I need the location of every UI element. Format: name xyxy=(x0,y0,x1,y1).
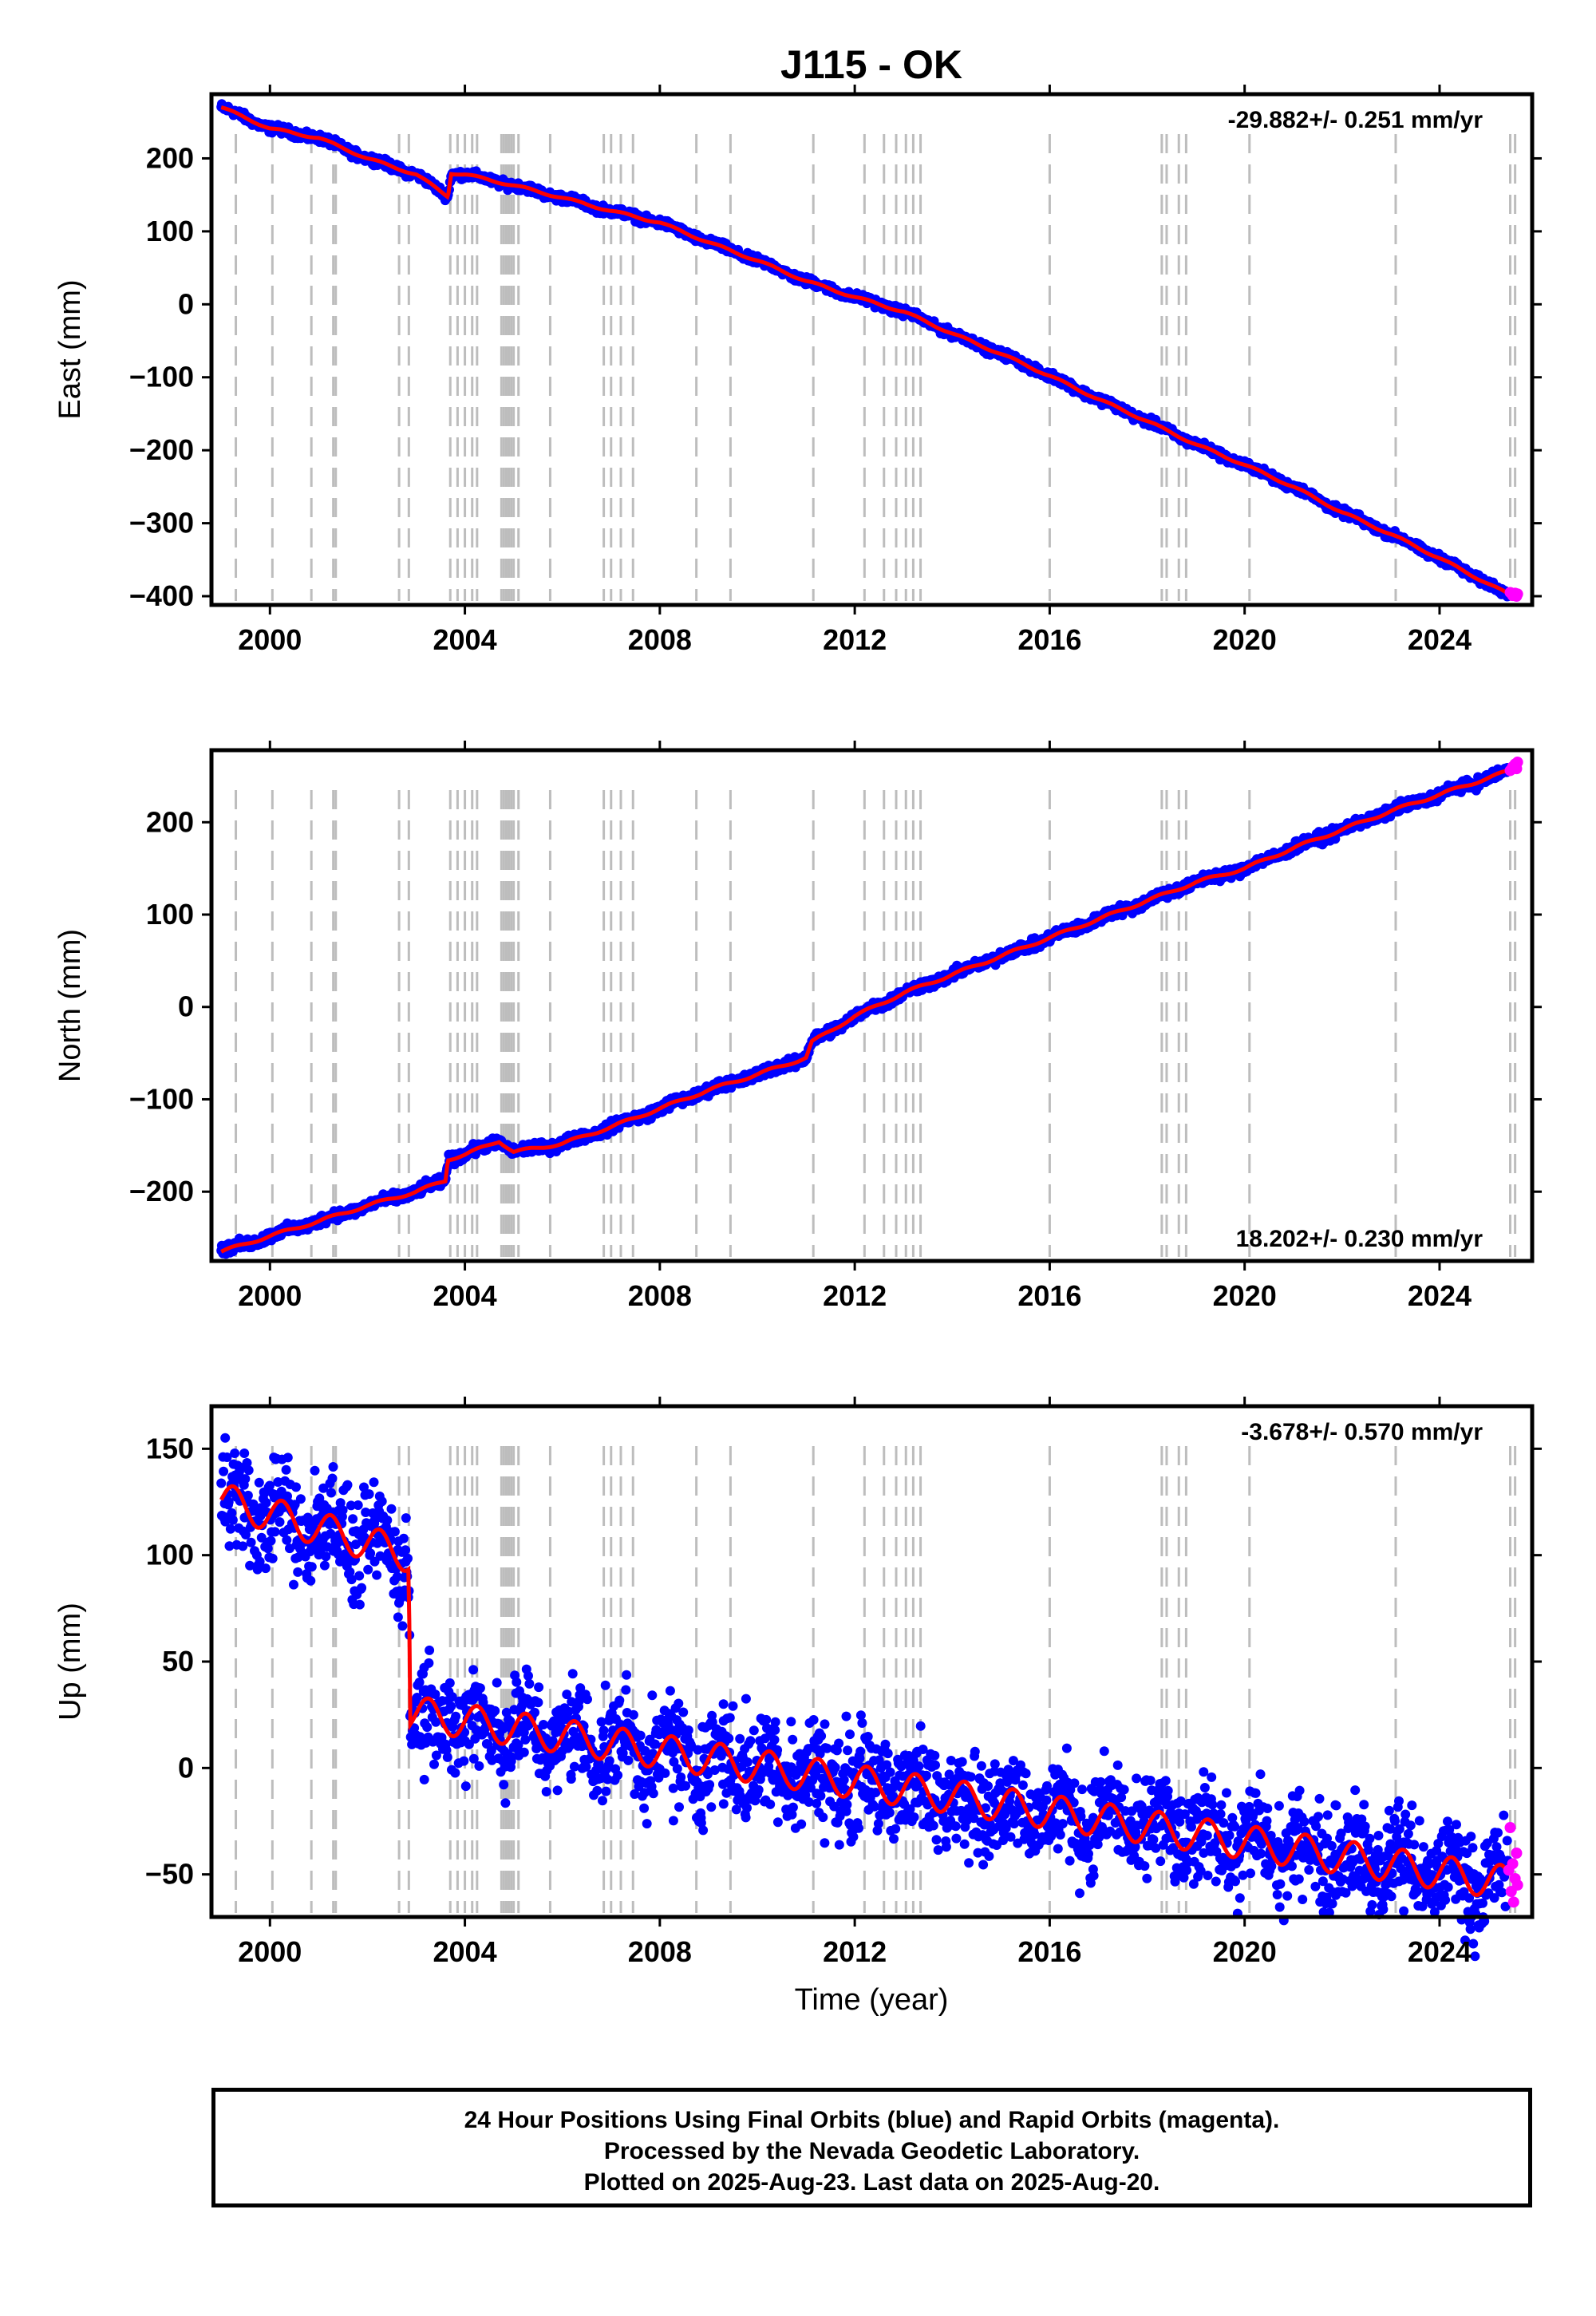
data-point xyxy=(414,1678,425,1687)
data-point xyxy=(282,1535,292,1545)
y-tick-label: −400 xyxy=(129,579,194,612)
y-tick-label: −100 xyxy=(129,1082,194,1115)
x-tick-label: 2012 xyxy=(823,623,887,656)
y-tick-label: 200 xyxy=(146,805,194,838)
data-point xyxy=(365,1548,376,1559)
data-point xyxy=(424,1658,434,1668)
data-point xyxy=(243,1490,253,1500)
panel-north: 2000 2004 2008 2012 2016 2020 2024 200 100 0 −100 −… xyxy=(53,741,1542,1312)
data-point xyxy=(282,1452,293,1463)
data-point xyxy=(281,1464,291,1475)
x-tick-label: 2004 xyxy=(433,1279,497,1312)
x-tick-label: 2004 xyxy=(433,623,497,656)
data-point xyxy=(348,1514,358,1524)
data-point xyxy=(293,1567,303,1577)
x-tick-label: 2012 xyxy=(823,1279,887,1312)
data-point xyxy=(369,1477,379,1488)
x-tick-label: 2000 xyxy=(238,1279,302,1312)
data-point xyxy=(422,1722,433,1733)
data-point xyxy=(425,1645,435,1655)
data-point xyxy=(354,1571,365,1581)
y-tick-label: 0 xyxy=(178,287,194,320)
figure-title: J115 - OK xyxy=(780,42,962,87)
y-axis-label-east: East (mm) xyxy=(53,279,87,419)
data-point xyxy=(382,1515,393,1525)
data-point xyxy=(275,1517,285,1528)
x-tick-label: 2008 xyxy=(628,1279,692,1312)
data-point xyxy=(401,1545,411,1555)
y-tick-label: −200 xyxy=(129,1175,194,1207)
data-point xyxy=(227,1515,238,1525)
data-point xyxy=(363,1564,373,1575)
data-point xyxy=(319,1560,330,1571)
data-point xyxy=(240,1474,251,1484)
data-point xyxy=(219,1466,229,1476)
x-tick-label: 2024 xyxy=(1408,623,1472,656)
data-point xyxy=(306,1575,316,1586)
data-point xyxy=(377,1496,387,1507)
data-point xyxy=(266,1535,276,1546)
data-point xyxy=(246,1537,256,1547)
data-point xyxy=(260,1563,271,1574)
x-tick-label: 2024 xyxy=(1408,1279,1472,1312)
data-point xyxy=(398,1533,409,1543)
x-tick-label: 2020 xyxy=(1213,1279,1277,1312)
data-point xyxy=(357,1583,367,1593)
data-point xyxy=(401,1513,411,1524)
data-point xyxy=(267,1553,278,1563)
panel-east: 2000 2004 2008 2012 2016 2020 2024 200 100 0 −100 −… xyxy=(53,85,1542,656)
data-point xyxy=(291,1482,301,1492)
data-point xyxy=(243,1465,254,1476)
data-point xyxy=(216,1478,227,1488)
panel-up: 2000 2004 2008 2012 2016 2020 2024150100500−50… xyxy=(53,1397,1542,1968)
data-point xyxy=(265,1480,275,1491)
data-point xyxy=(327,1473,338,1484)
data-point xyxy=(372,1570,382,1580)
data-point xyxy=(386,1504,397,1514)
data-point xyxy=(389,1527,400,1537)
y-axis-label-north: North (mm) xyxy=(53,929,87,1082)
y-tick-label: −300 xyxy=(129,507,194,539)
data-point xyxy=(225,1524,235,1534)
rate-label-east: -29.882+/- 0.251 mm/yr xyxy=(1228,107,1483,133)
data-point xyxy=(270,1527,280,1537)
data-point xyxy=(364,1489,374,1500)
y-tick-label: 100 xyxy=(146,215,194,247)
data-point xyxy=(230,1448,240,1458)
data-point xyxy=(353,1500,363,1510)
y-tick-label: −100 xyxy=(129,361,194,393)
data-point xyxy=(338,1505,348,1516)
data-point xyxy=(261,1498,271,1508)
rapid-point xyxy=(1511,757,1523,769)
data-point xyxy=(295,1494,306,1504)
rapid-point xyxy=(1511,588,1523,600)
y-tick-label: 0 xyxy=(178,990,194,1023)
rate-label-north: 18.202+/- 0.230 mm/yr xyxy=(1236,1226,1483,1252)
data-point xyxy=(397,1621,408,1631)
y-tick-label: −200 xyxy=(129,433,194,466)
x-tick-label: 2016 xyxy=(1017,623,1081,656)
data-point xyxy=(254,1477,264,1488)
x-tick-label: 2020 xyxy=(1213,623,1277,656)
y-tick-label: 200 xyxy=(146,141,194,174)
y-tick-label: 100 xyxy=(146,898,194,931)
x-tick-label: 2000 xyxy=(238,623,302,656)
x-tick-label: 2016 xyxy=(1017,1279,1081,1312)
x-tick-label: 2008 xyxy=(628,623,692,656)
data-point xyxy=(306,1562,317,1572)
data-point xyxy=(429,1759,439,1769)
